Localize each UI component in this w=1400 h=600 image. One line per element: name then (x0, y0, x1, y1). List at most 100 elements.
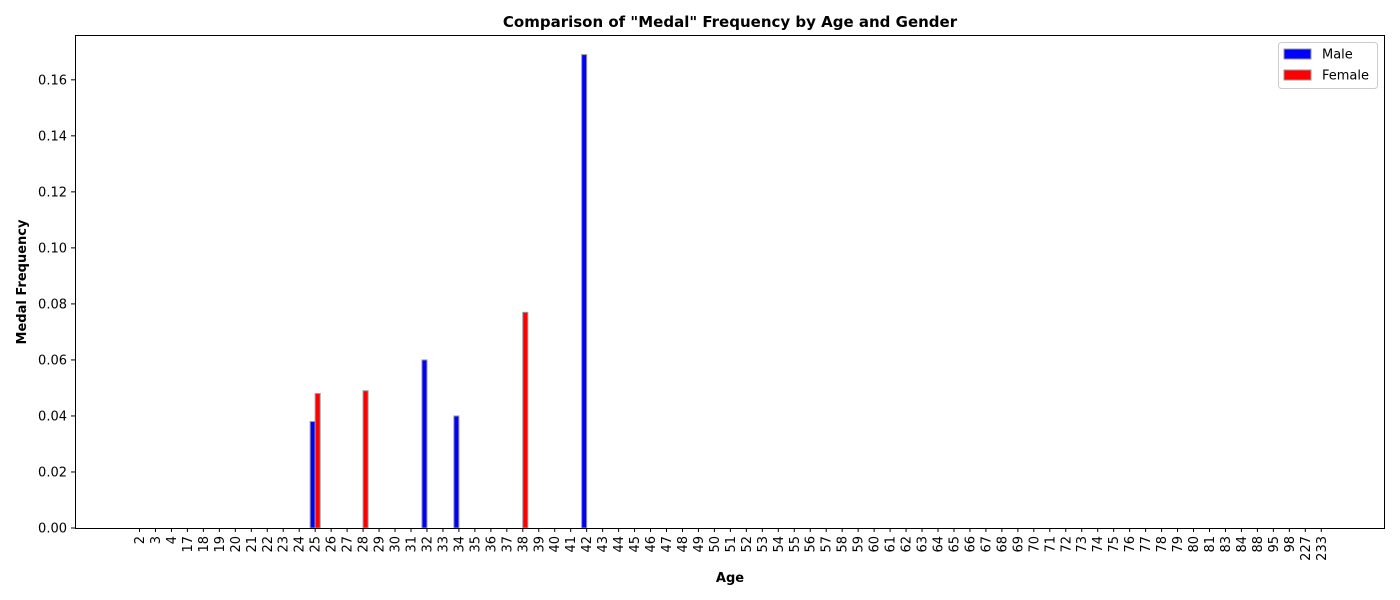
x-tick-label: 51 (724, 536, 739, 553)
x-tick-label: 74 (1091, 536, 1106, 553)
x-tick-label: 78 (1155, 536, 1170, 553)
x-tick-label: 227 (1299, 536, 1314, 561)
x-tick-label: 2 (133, 536, 148, 544)
x-axis: 2 3 4 17 18 19 20 21 22 23 24 25 26 27 28 29 30 31 32 33 34 3… (133, 528, 1330, 561)
y-tick-label: 0.12 (38, 185, 67, 200)
x-tick-label: 3 (149, 536, 164, 544)
bar-male-42 (581, 54, 588, 529)
x-tick-label: 23 (277, 536, 292, 553)
x-tick-label: 73 (1075, 536, 1090, 553)
x-tick-label: 79 (1171, 536, 1186, 553)
x-tick-label: 83 (1219, 536, 1234, 553)
x-tick-label: 40 (548, 536, 563, 553)
x-tick-label: 49 (692, 536, 707, 553)
x-tick-label: 44 (612, 536, 627, 553)
y-tick-label: 0.02 (38, 465, 67, 480)
y-tick-label: 0.06 (38, 353, 67, 368)
legend-swatch-male (1283, 48, 1312, 60)
x-tick-label: 81 (1203, 536, 1218, 553)
x-tick-label: 56 (804, 536, 819, 553)
x-tick-label: 24 (293, 536, 308, 553)
x-tick-label: 41 (564, 536, 579, 553)
x-tick-label: 88 (1251, 536, 1266, 553)
x-tick-label: 67 (979, 536, 994, 553)
y-tick-label: 0.00 (38, 522, 67, 537)
x-tick-label: 60 (868, 536, 883, 553)
x-tick-label: 63 (916, 536, 931, 553)
x-tick-label: 69 (1011, 536, 1026, 553)
legend: Male Female (1278, 42, 1378, 89)
y-tick-label: 0.16 (38, 73, 67, 88)
x-tick-label: 46 (644, 536, 659, 553)
x-tick-label: 4 (165, 536, 180, 544)
x-tick-label: 32 (420, 536, 435, 553)
y-axis: 0.00 0.02 0.04 0.06 0.08 0.10 0.12 0.14 0.16 (38, 73, 75, 537)
x-tick-label: 25 (309, 536, 324, 553)
x-tick-label: 54 (772, 536, 787, 553)
bars-layer (309, 54, 588, 529)
x-tick-label: 71 (1043, 536, 1058, 553)
bar-male-34 (453, 415, 460, 529)
x-tick-label: 38 (516, 536, 531, 553)
x-tick-label: 48 (676, 536, 691, 553)
x-tick-label: 45 (628, 536, 643, 553)
x-tick-label: 233 (1315, 536, 1330, 561)
y-axis-label: Medal Frequency (15, 219, 30, 344)
x-tick-label: 65 (947, 536, 962, 553)
x-tick-label: 30 (389, 536, 404, 553)
x-tick-label: 80 (1187, 536, 1202, 553)
x-tick-label: 42 (580, 536, 595, 553)
legend-label-female: Female (1322, 69, 1369, 84)
legend-swatch-female (1283, 69, 1312, 81)
x-tick-label: 77 (1139, 536, 1154, 553)
x-tick-label: 17 (181, 536, 196, 553)
x-tick-label: 84 (1235, 536, 1250, 553)
x-tick-label: 31 (404, 536, 419, 553)
x-tick-label: 18 (197, 536, 212, 553)
bar-female-28 (362, 390, 369, 529)
x-tick-label: 34 (452, 536, 467, 553)
x-tick-label: 95 (1267, 536, 1282, 553)
y-tick-label: 0.04 (38, 409, 67, 424)
x-tick-label: 50 (708, 536, 723, 553)
x-tick-label: 76 (1123, 536, 1138, 553)
x-tick-label: 64 (932, 536, 947, 553)
chart-title: Comparison of "Medal" Frequency by Age a… (503, 13, 958, 31)
x-tick-label: 22 (261, 536, 276, 553)
x-tick-label: 36 (484, 536, 499, 553)
x-tick-label: 58 (836, 536, 851, 553)
x-tick-label: 61 (884, 536, 899, 553)
x-tick-label: 68 (995, 536, 1010, 553)
x-tick-label: 47 (660, 536, 675, 553)
bar-female-38 (522, 311, 529, 529)
y-tick-label: 0.08 (38, 297, 67, 312)
x-tick-label: 52 (740, 536, 755, 553)
x-tick-label: 75 (1107, 536, 1122, 553)
x-tick-label: 59 (852, 536, 867, 553)
x-tick-label: 98 (1283, 536, 1298, 553)
x-tick-label: 26 (325, 536, 340, 553)
plot-area-frame (75, 35, 1385, 529)
bar-male-25 (309, 421, 316, 529)
x-tick-label: 72 (1059, 536, 1074, 553)
x-tick-label: 39 (532, 536, 547, 553)
x-tick-label: 28 (357, 536, 372, 553)
legend-label-male: Male (1322, 48, 1353, 63)
x-tick-label: 43 (596, 536, 611, 553)
x-tick-label: 35 (468, 536, 483, 553)
x-tick-label: 19 (213, 536, 228, 553)
bar-female-25 (314, 393, 321, 529)
x-tick-label: 53 (756, 536, 771, 553)
x-tick-label: 21 (245, 536, 260, 553)
x-tick-label: 37 (500, 536, 515, 553)
x-axis-label: Age (716, 571, 744, 586)
bar-male-32 (421, 359, 428, 529)
y-tick-label: 0.14 (38, 129, 67, 144)
x-tick-label: 29 (373, 536, 388, 553)
x-tick-label: 27 (341, 536, 356, 553)
x-tick-label: 55 (788, 536, 803, 553)
x-tick-label: 33 (436, 536, 451, 553)
x-tick-label: 57 (820, 536, 835, 553)
x-tick-label: 62 (900, 536, 915, 553)
